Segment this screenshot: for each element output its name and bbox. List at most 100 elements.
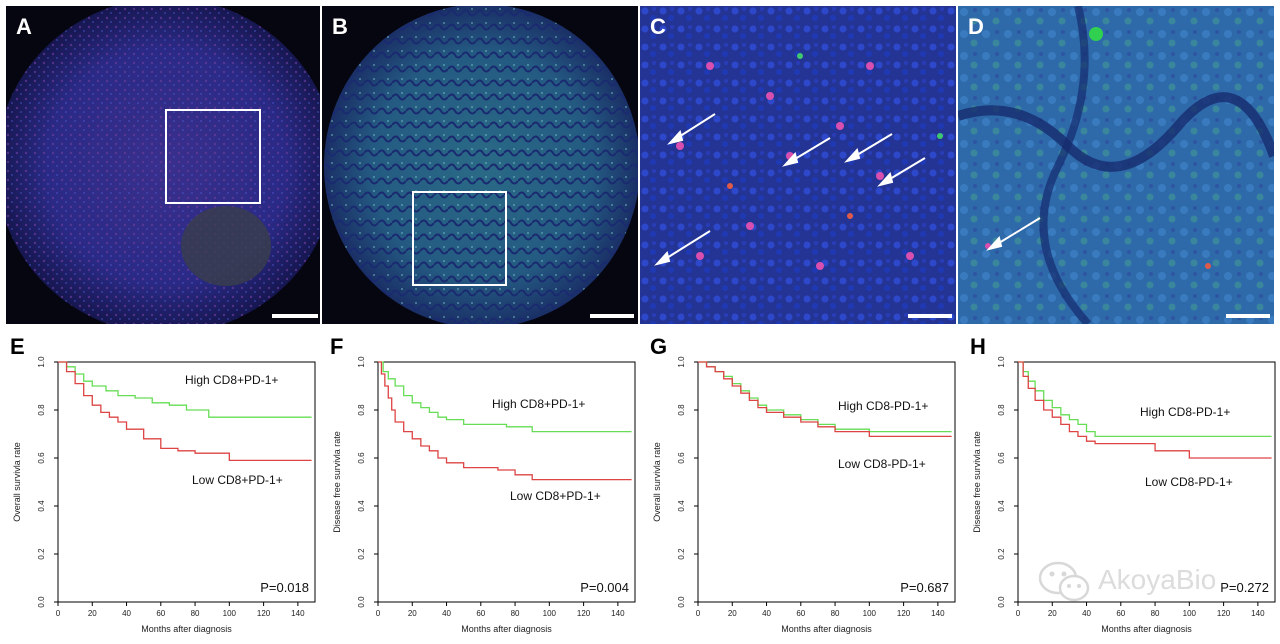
series-label: Low CD8-PD-1+ bbox=[838, 457, 926, 471]
x-tick-label: 0 bbox=[696, 609, 701, 618]
series-label: High CD8+PD-1+ bbox=[492, 397, 585, 411]
survival-plot-e: E 0.0 0.2 0.4 0.6 0.8 1.0 0 20 40 60 80 100 120 140 Mon… bbox=[0, 332, 320, 644]
scale-bar bbox=[908, 314, 952, 318]
scale-bar bbox=[1226, 314, 1270, 318]
x-tick-label: 40 bbox=[122, 609, 131, 618]
survival-curve bbox=[58, 361, 312, 462]
micrograph-panel-c: C bbox=[640, 6, 956, 324]
x-axis-label: Months after diagnosis bbox=[461, 624, 552, 634]
series-label: Low CD8+PD-1+ bbox=[510, 489, 601, 503]
y-tick-label: 0.6 bbox=[677, 452, 686, 464]
y-tick-label: 0.8 bbox=[677, 404, 686, 416]
x-tick-label: 120 bbox=[257, 609, 271, 618]
plot-frame bbox=[377, 361, 636, 603]
x-tick-label: 60 bbox=[796, 609, 805, 618]
survival-curve bbox=[58, 361, 312, 418]
x-tick-label: 120 bbox=[1217, 609, 1231, 618]
y-tick-label: 1.0 bbox=[997, 356, 1006, 368]
panel-label: C bbox=[650, 14, 666, 39]
x-tick-label: 140 bbox=[1251, 609, 1265, 618]
x-tick-label: 20 bbox=[88, 609, 97, 618]
x-tick-label: 100 bbox=[543, 609, 557, 618]
roi-box bbox=[412, 191, 507, 286]
chart-svg: F 0.0 0.2 0.4 0.6 0.8 1.0 0 20 40 60 80 100 120 140 Mon… bbox=[330, 334, 636, 634]
y-tick-label: 0.2 bbox=[997, 548, 1006, 560]
y-tick-label: 0.6 bbox=[37, 452, 46, 464]
y-tick-label: 0.4 bbox=[997, 500, 1006, 512]
x-tick-label: 140 bbox=[931, 609, 945, 618]
x-axis-label: Months after diagnosis bbox=[781, 624, 872, 634]
plot-frame bbox=[1017, 361, 1276, 603]
panel-label: B bbox=[332, 14, 348, 39]
series-label: High CD8+PD-1+ bbox=[185, 373, 278, 387]
x-axis-label: Months after diagnosis bbox=[1101, 624, 1192, 634]
panel-label: E bbox=[10, 334, 25, 359]
chart-svg: H 0.0 0.2 0.4 0.6 0.8 1.0 0 20 40 60 80 100 120 140 Mon… bbox=[970, 334, 1276, 634]
micrograph-image bbox=[324, 6, 638, 324]
panel-label: D bbox=[968, 14, 984, 39]
y-tick-label: 0.2 bbox=[37, 548, 46, 560]
x-tick-label: 100 bbox=[1183, 609, 1197, 618]
x-tick-label: 40 bbox=[1082, 609, 1091, 618]
survival-curve bbox=[1018, 361, 1272, 459]
survival-plot-h: H 0.0 0.2 0.4 0.6 0.8 1.0 0 20 40 60 80 100 120 140 Mon… bbox=[960, 332, 1280, 644]
x-tick-label: 120 bbox=[577, 609, 591, 618]
series-label: High CD8-PD-1+ bbox=[838, 399, 928, 413]
x-tick-label: 20 bbox=[408, 609, 417, 618]
panel-label: H bbox=[970, 334, 986, 359]
x-tick-label: 0 bbox=[56, 609, 61, 618]
x-tick-label: 80 bbox=[831, 609, 840, 618]
y-tick-label: 1.0 bbox=[677, 356, 686, 368]
y-tick-label: 0.4 bbox=[677, 500, 686, 512]
x-tick-label: 0 bbox=[1016, 609, 1021, 618]
p-value: P=0.004 bbox=[580, 580, 629, 595]
x-tick-label: 60 bbox=[156, 609, 165, 618]
y-tick-label: 0.8 bbox=[357, 404, 366, 416]
y-tick-label: 1.0 bbox=[357, 356, 366, 368]
x-tick-label: 40 bbox=[442, 609, 451, 618]
x-tick-label: 80 bbox=[1151, 609, 1160, 618]
y-tick-label: 0.4 bbox=[37, 500, 46, 512]
survival-curve bbox=[378, 361, 632, 433]
plot-frame bbox=[57, 361, 316, 603]
survival-curve bbox=[1018, 361, 1272, 438]
roi-box bbox=[165, 109, 261, 204]
arrow-group bbox=[986, 217, 1041, 251]
y-tick-label: 0.2 bbox=[357, 548, 366, 560]
x-tick-label: 60 bbox=[476, 609, 485, 618]
p-value: P=0.687 bbox=[900, 580, 949, 595]
panel-label: F bbox=[330, 334, 343, 359]
scale-bar bbox=[272, 314, 318, 318]
y-tick-label: 0.0 bbox=[997, 596, 1006, 608]
y-tick-label: 0.6 bbox=[357, 452, 366, 464]
x-tick-label: 100 bbox=[223, 609, 237, 618]
y-tick-label: 0.2 bbox=[677, 548, 686, 560]
micrograph-image bbox=[958, 6, 1274, 324]
micrograph-panel-b: B bbox=[322, 6, 638, 324]
micrograph-panel-d: D bbox=[958, 6, 1274, 324]
p-value: P=0.272 bbox=[1220, 580, 1269, 595]
y-tick-label: 1.0 bbox=[37, 356, 46, 368]
series-label: Low CD8-PD-1+ bbox=[1145, 475, 1233, 489]
y-tick-label: 0.0 bbox=[37, 596, 46, 608]
survival-curve bbox=[378, 361, 632, 481]
micrograph-panel-a: A bbox=[6, 6, 320, 324]
survival-curve bbox=[698, 361, 952, 433]
x-tick-label: 40 bbox=[762, 609, 771, 618]
x-tick-label: 100 bbox=[863, 609, 877, 618]
x-tick-label: 20 bbox=[728, 609, 737, 618]
plot-frame bbox=[697, 361, 956, 603]
y-tick-label: 0.8 bbox=[997, 404, 1006, 416]
y-axis-label: Disease free survivla rate bbox=[332, 431, 342, 533]
chart-svg: E 0.0 0.2 0.4 0.6 0.8 1.0 0 20 40 60 80 100 120 140 Mon… bbox=[10, 334, 316, 634]
y-tick-label: 0.8 bbox=[37, 404, 46, 416]
survival-plot-f: F 0.0 0.2 0.4 0.6 0.8 1.0 0 20 40 60 80 100 120 140 Mon… bbox=[320, 332, 640, 644]
survival-curve bbox=[698, 361, 952, 438]
y-tick-label: 0.0 bbox=[677, 596, 686, 608]
p-value: P=0.018 bbox=[260, 580, 309, 595]
series-label: Low CD8+PD-1+ bbox=[192, 473, 283, 487]
chart-svg: G 0.0 0.2 0.4 0.6 0.8 1.0 0 20 40 60 80 100 120 140 Mon… bbox=[650, 334, 956, 634]
scale-bar bbox=[590, 314, 634, 318]
x-tick-label: 80 bbox=[511, 609, 520, 618]
x-tick-label: 140 bbox=[611, 609, 625, 618]
